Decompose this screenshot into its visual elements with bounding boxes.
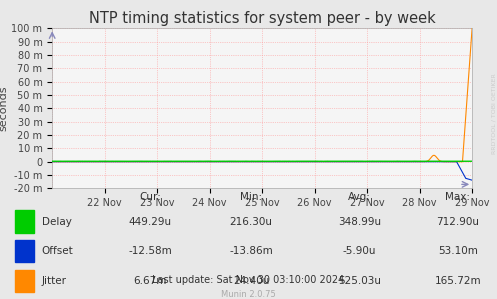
- Text: Cur:: Cur:: [139, 192, 161, 202]
- Text: 712.90u: 712.90u: [436, 216, 479, 227]
- Text: 165.72m: 165.72m: [434, 276, 481, 286]
- Title: NTP timing statistics for system peer - by week: NTP timing statistics for system peer - …: [89, 11, 435, 26]
- Text: 24.40u: 24.40u: [233, 276, 269, 286]
- Text: 216.30u: 216.30u: [230, 216, 272, 227]
- Text: Last update: Sat Nov 30 03:10:00 2024: Last update: Sat Nov 30 03:10:00 2024: [153, 274, 344, 285]
- Text: 525.03u: 525.03u: [338, 276, 381, 286]
- Text: 348.99u: 348.99u: [337, 216, 381, 227]
- Text: -13.86m: -13.86m: [229, 246, 273, 257]
- Text: 6.67m: 6.67m: [133, 276, 167, 286]
- Text: Jitter: Jitter: [42, 276, 67, 286]
- Text: 449.29u: 449.29u: [129, 216, 171, 227]
- Text: -12.58m: -12.58m: [128, 246, 172, 257]
- Text: -5.90u: -5.90u: [342, 246, 376, 257]
- Bar: [15, 240, 33, 263]
- Text: Avg:: Avg:: [348, 192, 371, 202]
- Text: Munin 2.0.75: Munin 2.0.75: [221, 290, 276, 299]
- Bar: [15, 270, 33, 292]
- Text: Delay: Delay: [42, 216, 72, 227]
- Text: 53.10m: 53.10m: [438, 246, 478, 257]
- Text: Min:: Min:: [240, 192, 262, 202]
- Text: Offset: Offset: [42, 246, 74, 257]
- Bar: [15, 210, 33, 233]
- Y-axis label: seconds: seconds: [0, 86, 8, 131]
- Text: Max:: Max:: [445, 192, 470, 202]
- Text: RRDTOOL / TOBI OETIKER: RRDTOOL / TOBI OETIKER: [491, 73, 496, 154]
